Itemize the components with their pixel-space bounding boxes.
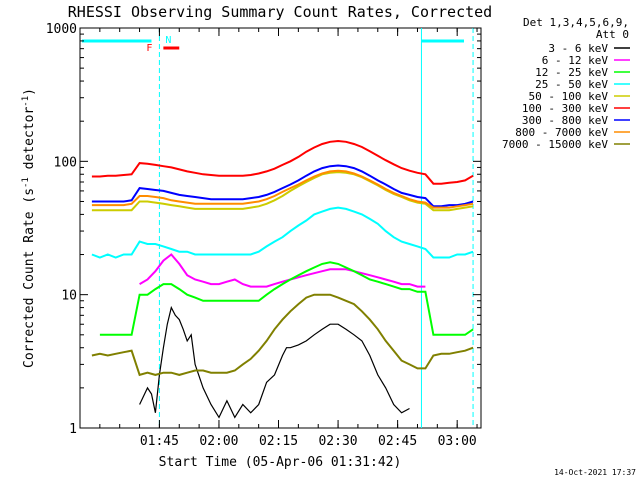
legend-entry-label: 7000 - 15000 keV — [502, 138, 608, 151]
y-axis: 1 10 100 1000 — [46, 22, 481, 437]
y-tick-label: 100 — [54, 155, 77, 170]
y-tick-label: 10 — [61, 289, 77, 304]
series-line — [91, 206, 474, 259]
x-tick-label: 02:00 — [199, 434, 238, 449]
series-line — [139, 305, 410, 419]
y-axis-label: Corrected Count Rate (s-1 detector-1) — [21, 88, 37, 368]
series-line — [91, 169, 474, 209]
annotations: FN — [82, 28, 474, 428]
chart-title: RHESSI Observing Summary Count Rates, Co… — [68, 3, 492, 21]
x-axis: 01:45 02:00 02:15 02:30 02:45 03:00 — [79, 28, 478, 449]
series-line — [139, 253, 426, 288]
series-line — [99, 261, 474, 336]
series-line — [91, 293, 474, 377]
legend-entry-label: 12 - 25 keV — [535, 66, 608, 79]
x-tick-label: 03:00 — [438, 434, 477, 449]
legend-entry-label: 6 - 12 keV — [542, 54, 609, 67]
footer-timestamp: 14-Oct-2021 17:37 — [554, 468, 636, 477]
legend-entry-label: 300 - 800 keV — [522, 114, 608, 127]
series-line — [91, 164, 474, 208]
y-tick-label: 1 — [69, 422, 77, 437]
series-line — [91, 139, 474, 185]
legend-entry-label: 100 - 300 keV — [522, 102, 608, 115]
x-tick-label: 02:45 — [378, 434, 417, 449]
series-group — [91, 139, 474, 419]
night-flag-label: N — [165, 35, 171, 46]
x-axis-label: Start Time (05-Apr-06 01:31:42) — [159, 455, 402, 470]
legend-entry-label: 50 - 100 keV — [529, 90, 609, 103]
legend-entry-label: 3 - 6 keV — [548, 42, 608, 55]
x-tick-label: 02:30 — [318, 434, 357, 449]
x-tick-label: 02:15 — [259, 434, 298, 449]
y-tick-label: 1000 — [46, 22, 77, 37]
legend-entry-label: 25 - 50 keV — [535, 78, 608, 91]
plot-frame — [79, 27, 482, 429]
series-line — [91, 171, 474, 212]
legend-entry-label: 800 - 7000 keV — [515, 126, 608, 139]
x-tick-label: 01:45 — [140, 434, 179, 449]
flare-flag-label: F — [146, 43, 152, 54]
legend-title-line-2: Att 0 — [596, 28, 629, 41]
legend-title-line-1: Det 1,3,4,5,6,9, — [523, 16, 629, 29]
